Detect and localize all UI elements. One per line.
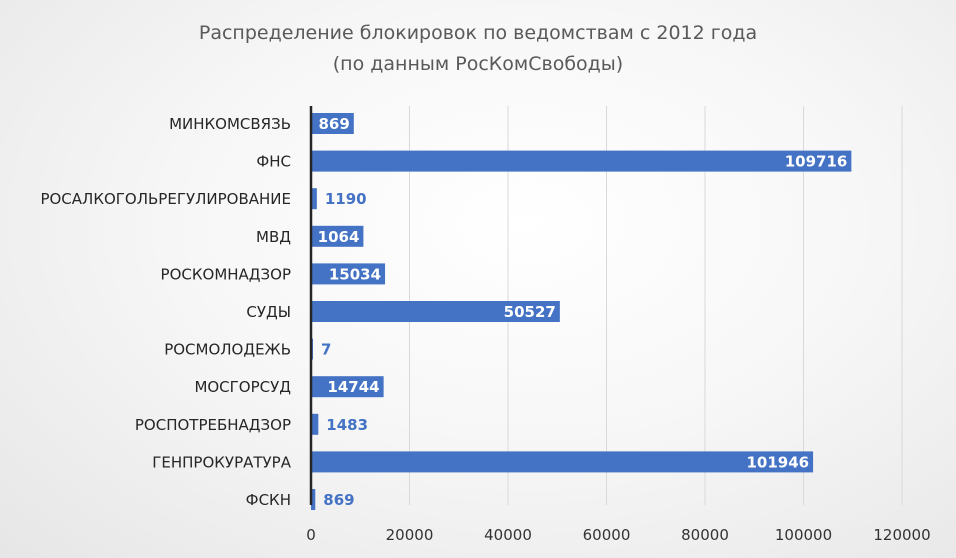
data-label: 869	[323, 491, 354, 509]
chart-title: Распределение блокировок по ведомствам с…	[0, 18, 956, 80]
tick-label: 100000	[775, 526, 832, 544]
bars	[311, 113, 852, 510]
data-label: 7	[321, 341, 331, 359]
data-label: 14744	[327, 378, 379, 396]
bar	[311, 225, 364, 247]
category-labels: МИНКОМСВЯЗЬ ФНС РОСАЛКОГОЛЬРЕГУЛИРОВАНИЕ МВ…	[40, 115, 291, 509]
category-label: ФНС	[256, 153, 291, 171]
data-label: 869	[318, 115, 349, 133]
bar	[311, 113, 354, 134]
tick-label: 20000	[386, 526, 434, 544]
bar	[311, 263, 386, 285]
chart-title-line-1: Распределение блокировок по ведомствам с…	[198, 22, 758, 44]
data-label: 1190	[325, 190, 367, 208]
category-label: РОСАЛКОГОЛЬРЕГУЛИРОВАНИЕ	[40, 190, 291, 208]
data-label: 1483	[326, 416, 368, 434]
data-label: 1064	[318, 228, 360, 246]
category-label: МИНКОМСВЯЗЬ	[169, 115, 291, 133]
bar	[311, 413, 319, 435]
bar	[311, 451, 814, 473]
tick-label: 40000	[484, 526, 532, 544]
data-label: 109716	[785, 153, 848, 171]
data-label: 50527	[504, 303, 556, 321]
category-label: РОСПОТРЕБНАДЗОР	[135, 416, 291, 434]
tick-labels: 0 20000 40000 60000 80000 100000 120000	[306, 526, 930, 544]
category-label: РОСКОМНАДЗОР	[161, 265, 291, 283]
category-label: ФСКН	[246, 491, 291, 509]
data-labels: 869 109716 1190 1064 15034 50527 7 14744 1483 101…	[318, 115, 848, 509]
data-label: 15034	[329, 265, 381, 283]
bar	[311, 376, 384, 398]
tick-label: 120000	[873, 526, 930, 544]
data-label: 101946	[746, 453, 809, 471]
bar	[311, 489, 316, 510]
category-label: МОСГОРСУД	[194, 378, 291, 396]
category-label: СУДЫ	[246, 303, 291, 321]
category-label: РОСМОЛОДЕЖЬ	[164, 341, 291, 359]
bar	[311, 150, 852, 172]
category-label: ГЕНПРОКУРАТУРА	[152, 453, 291, 471]
tick-label: 80000	[681, 526, 729, 544]
bar	[311, 188, 317, 210]
chart-title-line-2: (по данным РосКомСвободы)	[332, 53, 624, 75]
tick-label: 0	[306, 526, 316, 544]
category-label: МВД	[256, 228, 291, 246]
bar	[311, 301, 560, 322]
tick-label: 60000	[583, 526, 631, 544]
